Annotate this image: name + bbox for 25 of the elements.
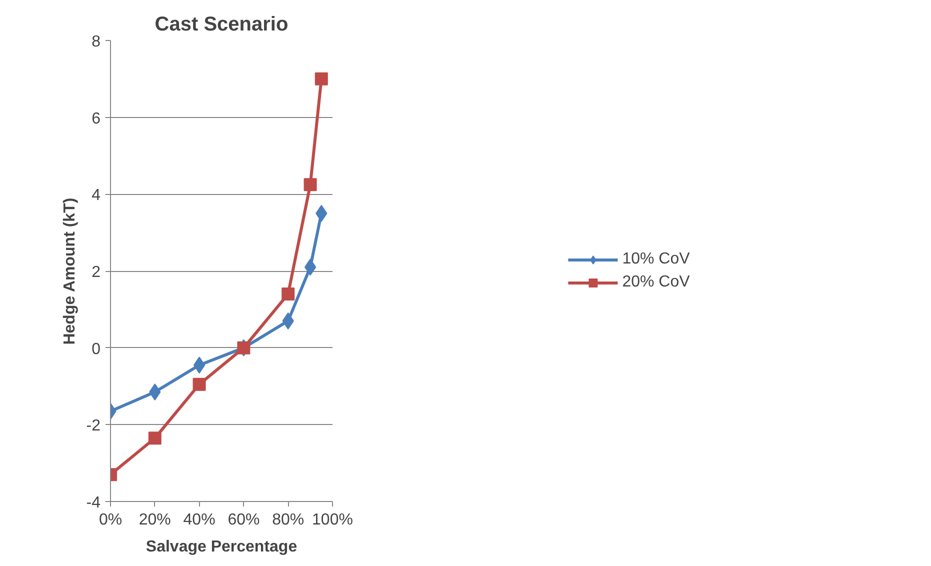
- x-tick-label: 0%: [98, 512, 122, 528]
- legend-label: 10% CoV: [622, 250, 690, 268]
- y-tick-label: 0: [92, 340, 101, 358]
- x-tick-label: 80%: [272, 512, 304, 528]
- point: [193, 356, 206, 374]
- point: [304, 258, 316, 276]
- point: [314, 72, 328, 86]
- x-tick-label: 20%: [138, 512, 171, 528]
- x-tick-label: 60%: [228, 512, 260, 528]
- x-axis-title: Salvage Percentage: [146, 538, 298, 556]
- y-tick-label: 4: [92, 187, 101, 204]
- point: [282, 288, 295, 301]
- y-tick-label: 2: [92, 264, 101, 281]
- y-tick-label: 6: [92, 110, 101, 128]
- chart-title: Cast Scenario: [154, 14, 288, 36]
- x-tick-label: 100%: [312, 512, 353, 528]
- y-tick-label: -4: [86, 494, 101, 512]
- legend-label: 20% CoV: [622, 273, 690, 291]
- point: [148, 432, 162, 445]
- point: [192, 378, 206, 391]
- y-tick-label: 8: [92, 34, 101, 50]
- x-tick-label: 40%: [183, 512, 216, 528]
- point: [304, 178, 317, 192]
- y-axis-title: Hedge Amount (kT): [61, 198, 78, 345]
- y-tick-label: -2: [86, 418, 101, 435]
